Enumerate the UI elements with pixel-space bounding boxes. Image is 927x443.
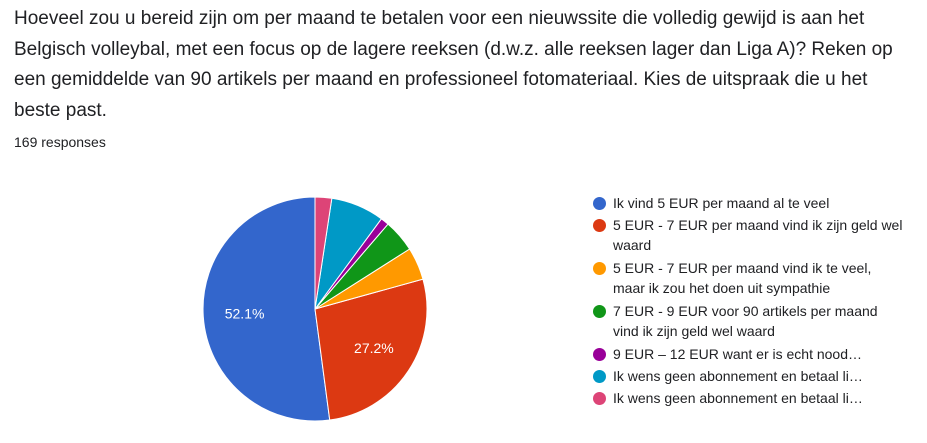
legend-swatch [593, 347, 606, 361]
legend-swatch [593, 369, 606, 383]
response-count: 169 responses [14, 134, 106, 150]
legend-item[interactable]: 5 EUR - 7 EUR per maand vind ik te veel,… [593, 258, 903, 301]
legend-item[interactable]: Ik vind 5 EUR per maand al te veel [593, 193, 903, 215]
pie-slice[interactable] [314, 196, 333, 310]
legend-label: 5 EUR - 7 EUR per maand vind ik te veel,… [613, 260, 872, 296]
legend-item[interactable]: Ik wens geen abonnement en betaal li… [593, 388, 903, 410]
pie-slice[interactable] [314, 278, 428, 421]
legend-item[interactable]: 7 EUR - 9 EUR voor 90 artikels per maand… [593, 301, 903, 344]
legend-swatch [593, 304, 606, 318]
legend-label: 7 EUR - 9 EUR voor 90 artikels per maand… [613, 303, 878, 339]
legend-swatch [593, 261, 606, 275]
legend-item[interactable]: Ik wens geen abonnement en betaal li… [593, 366, 903, 388]
legend-label: 5 EUR - 7 EUR per maand vind ik zijn gel… [613, 217, 903, 253]
legend-label: Ik wens geen abonnement en betaal li… [613, 368, 863, 384]
pie-slice[interactable] [202, 196, 331, 422]
slice-data-label: 27.2% [354, 340, 394, 356]
legend-swatch [593, 218, 606, 232]
legend-label: 9 EUR – 12 EUR want er is echt nood… [613, 346, 863, 362]
legend-label: Ik wens geen abonnement en betaal li… [613, 390, 863, 406]
legend-item[interactable]: 9 EUR – 12 EUR want er is echt nood… [593, 344, 903, 366]
chart-legend: Ik vind 5 EUR per maand al te veel 5 EUR… [593, 193, 903, 410]
slice-data-label: 52.1% [225, 306, 265, 322]
legend-label: Ik vind 5 EUR per maand al te veel [613, 195, 830, 211]
legend-swatch [593, 391, 606, 405]
legend-swatch [593, 196, 606, 210]
legend-item[interactable]: 5 EUR - 7 EUR per maand vind ik zijn gel… [593, 215, 903, 258]
question-title: Hoeveel zou u bereid zijn om per maand t… [14, 8, 893, 121]
